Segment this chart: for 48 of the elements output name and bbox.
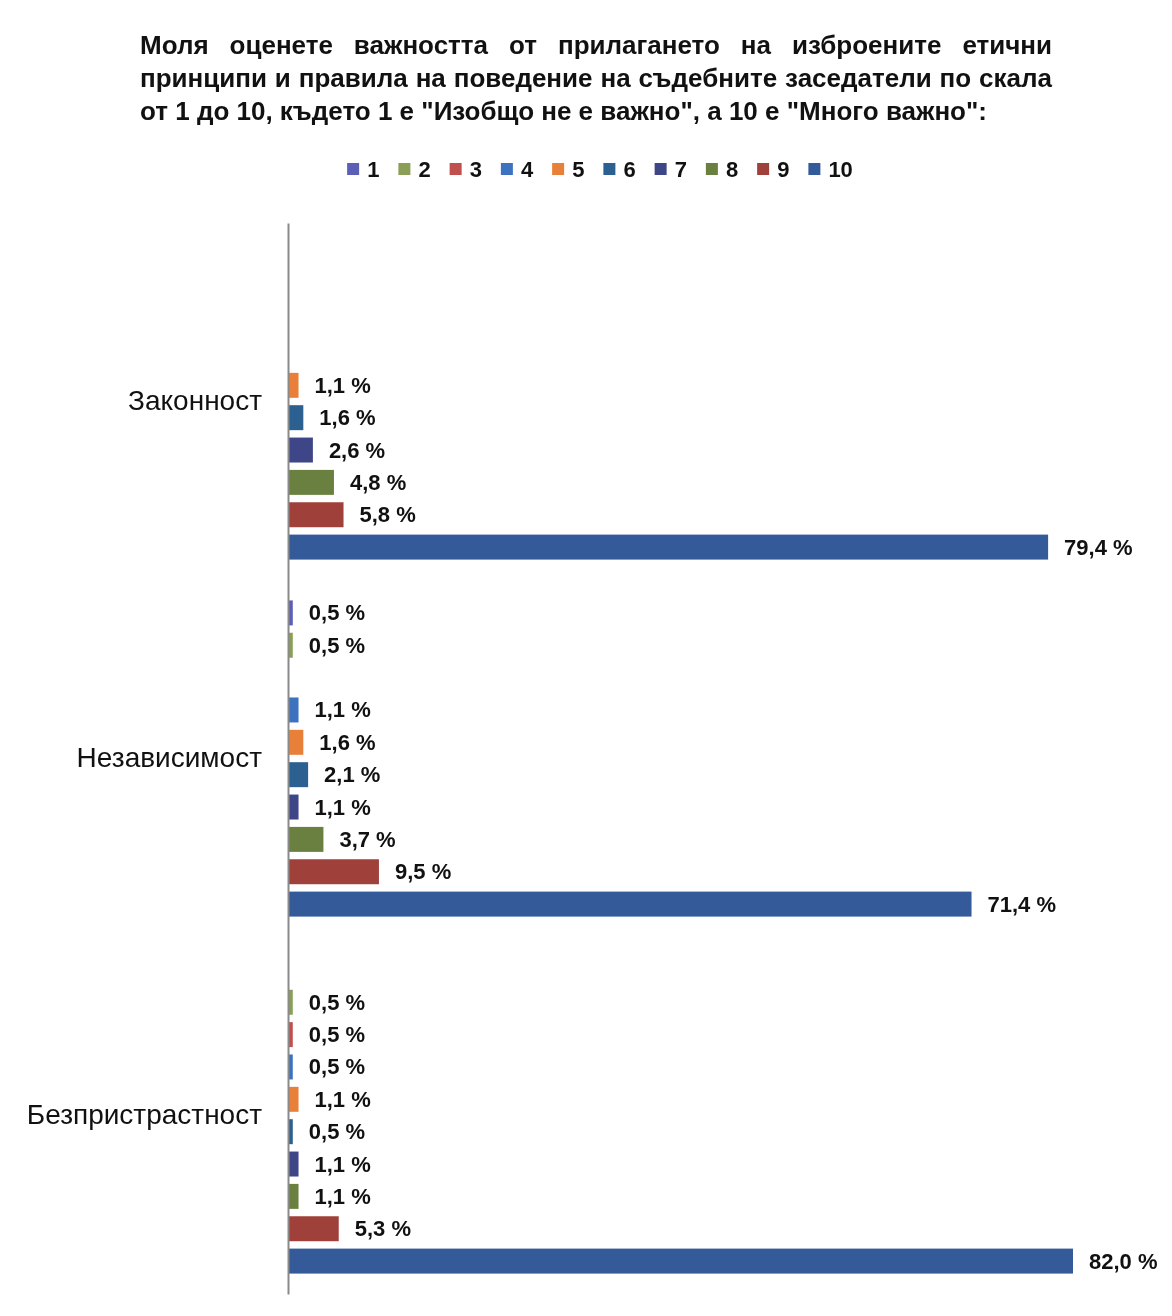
legend-label: 7 bbox=[674, 156, 687, 182]
legend-label: 5 bbox=[572, 156, 585, 182]
legend-label: 8 bbox=[725, 156, 739, 182]
bar bbox=[288, 1248, 1073, 1274]
data-label: 2,6 % bbox=[328, 437, 386, 463]
data-label: 4,8 % bbox=[349, 469, 407, 495]
data-label: 0,5 % bbox=[308, 1119, 366, 1145]
data-label: 1,1 % bbox=[314, 794, 371, 820]
legend-label: 1 bbox=[367, 156, 380, 182]
data-label: 1,1 % bbox=[314, 372, 371, 398]
data-label: 1,1 % bbox=[314, 1183, 371, 1209]
legend-label: 9 bbox=[777, 156, 790, 182]
chart-title: Моля оценете важността от прилагането на изброените етични принципи и правила на поведение на съдебните заседатели по скала от 1 до 10, където 1 е "Изобщо не е важно", а 10 е "Много важно": bbox=[140, 29, 1052, 128]
data-label: 1,6 % bbox=[319, 729, 376, 755]
legend-label: 4 bbox=[520, 156, 534, 182]
legend-label: 2 bbox=[418, 156, 431, 182]
data-label: 1,1 % bbox=[314, 697, 371, 723]
legend-label: 10 bbox=[828, 156, 853, 182]
data-label: 1,1 % bbox=[314, 1086, 371, 1112]
data-label: 2,1 % bbox=[324, 762, 381, 788]
bar bbox=[288, 502, 344, 528]
data-label: 1,1 % bbox=[314, 1151, 371, 1177]
data-label: 82,0 % bbox=[1089, 1248, 1158, 1274]
bar bbox=[288, 859, 379, 885]
bar bbox=[288, 826, 324, 852]
data-label: 0,5 % bbox=[308, 989, 366, 1015]
data-label: 5,3 % bbox=[354, 1216, 411, 1242]
y-tick-label: Безпристрастност bbox=[26, 1099, 263, 1131]
data-label: 9,5 % bbox=[394, 859, 452, 885]
data-label: 3,7 % bbox=[339, 826, 396, 852]
legend-label: 6 bbox=[623, 156, 636, 182]
bar bbox=[288, 534, 1049, 560]
bar bbox=[288, 437, 313, 463]
bar bbox=[288, 891, 972, 917]
data-label: 0,5 % bbox=[308, 600, 366, 626]
data-label: 79,4 % bbox=[1064, 534, 1133, 560]
bar bbox=[288, 1216, 339, 1242]
bar bbox=[288, 762, 309, 788]
y-tick-label: Независимост bbox=[76, 742, 263, 774]
y-tick-label: Законност bbox=[128, 385, 263, 417]
data-label: 0,5 % bbox=[308, 1022, 366, 1048]
data-label: 5,8 % bbox=[359, 502, 416, 528]
data-label: 0,5 % bbox=[308, 632, 366, 658]
data-label: 71,4 % bbox=[987, 891, 1057, 917]
legend-label: 3 bbox=[469, 156, 482, 182]
data-label: 0,5 % bbox=[308, 1054, 366, 1080]
data-label: 1,6 % bbox=[319, 405, 376, 431]
bar bbox=[288, 469, 334, 495]
